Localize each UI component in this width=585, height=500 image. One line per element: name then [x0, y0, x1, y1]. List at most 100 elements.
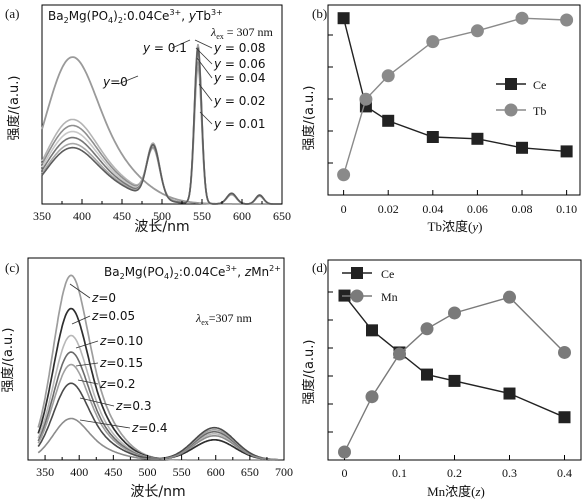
panel-d-x-tick-label: 0.1: [392, 466, 407, 480]
panel-d-ticks: 0 0.1 0.2 0.3 0.4: [328, 291, 572, 480]
panel-a-label-leader: [117, 75, 139, 85]
panel-d-legend: Ce Mn: [342, 267, 398, 304]
panel-d-point-mn: [338, 445, 351, 459]
panel-a-label-leader: [199, 111, 213, 125]
panel-d-point-mn: [420, 322, 434, 336]
panel-d-x-tick-label: 0.3: [502, 466, 517, 480]
panel-d-y-axis-label: 强度/(a.u.): [301, 340, 317, 405]
panel-b-legend: Ce Tb: [496, 78, 546, 118]
panel-a-series-label: y = 0.04: [213, 71, 266, 85]
panel-c-x-tick-label: 550: [173, 465, 191, 479]
panel-d-frame: [327, 259, 582, 461]
panel-d-x-axis-label: Mn浓度(z): [427, 484, 485, 499]
panel-a-series-label: y=0: [102, 75, 128, 89]
panel-d-point-ce: [448, 374, 461, 387]
panel-a-legend-title: Ba2Mg(PO4)2:0.04Ce3+, yTb3+: [48, 8, 223, 25]
panel-c-series-label: z=0.10: [99, 334, 143, 348]
panel-d-point-mn: [393, 347, 406, 361]
panel-c-series-labels: z=0 z=0.05 z=0.10 z=0.15 z=0.2 z=0.3 z=0.4: [69, 283, 167, 435]
panel-a-series-label: y = 0.1: [142, 41, 187, 55]
panel-c-label-leader: [69, 283, 91, 299]
panel-b-series: [337, 11, 574, 182]
panel-b-ticks: 0 0.02 0.04 0.06 0.08 0.10: [328, 34, 577, 216]
panel-b-x-tick-label: 0.02: [378, 202, 399, 216]
panel-d-point-mn: [365, 390, 379, 404]
panel-c-series-label: z=0.2: [99, 377, 135, 391]
panel-c-series-label: z=0: [91, 291, 116, 305]
panel-b-x-tick-label: 0.08: [512, 202, 533, 216]
panel-b-y-axis-label: 强度/(a.u.): [301, 86, 317, 151]
panel-c: (c) 350 400 450 500 550 600 650 700 波长/nm 强度/(a…: [0, 257, 293, 500]
panel-c-curve-4: [37, 363, 284, 461]
panel-b-label: (b): [312, 6, 327, 21]
panel-b-point-ce: [516, 141, 529, 154]
panel-d-legend-mn-marker: [350, 289, 364, 303]
panel-d-point-ce: [421, 368, 433, 381]
panel-c-curve-6: [37, 417, 284, 461]
panel-d-x-tick-label: 0: [342, 466, 348, 480]
panel-c-label-leader: [79, 397, 115, 407]
panel-d-label: (d): [312, 260, 327, 275]
panel-a-x-ticks: 350 400 450 500 550 600 650: [33, 199, 291, 223]
panel-d-point-mn: [448, 306, 461, 320]
svg-text:Ba2Mg(PO4)2:0.04Ce3+, yTb3+: Ba2Mg(PO4)2:0.04Ce3+, yTb3+: [48, 8, 223, 25]
panel-d-x-tick-label: 0.4: [557, 466, 572, 480]
panel-d-series: [338, 289, 571, 459]
svg-text:Ba2Mg(PO4)2:0.04Ce3+, zMn2+: Ba2Mg(PO4)2:0.04Ce3+, zMn2+: [104, 264, 281, 281]
panel-c-curve-3: [37, 351, 284, 461]
panel-c-x-tick-label: 450: [104, 465, 122, 479]
panel-b-legend-tb-marker: [504, 103, 518, 117]
panel-b-x-tick-label: 0.06: [467, 202, 488, 216]
panel-b-point-ce: [382, 114, 395, 127]
panel-d-point-ce: [503, 387, 516, 400]
panel-d-point-ce: [366, 324, 378, 337]
panel-b-point-tb: [470, 24, 484, 38]
panel-d-legend-ce-marker: [351, 267, 363, 279]
panel-c-x-axis-label: 波长/nm: [130, 484, 185, 500]
panel-c-label-leader: [77, 379, 99, 385]
panel-b-point-tb: [359, 92, 373, 106]
panel-a-x-tick-label: 550: [193, 209, 211, 223]
panel-a-series-label: y = 0.01: [213, 117, 266, 131]
panel-c-series-label: z=0.15: [99, 356, 143, 370]
panel-c-y-axis-label: 强度/(a.u.): [0, 328, 16, 393]
panel-d: (d) 0 0.1 0.2 0.3 0.4 Mn浓度(z) 强度/(a.u.) Ce M…: [301, 259, 582, 499]
panel-a-y-axis-label: 强度/(a.u.): [6, 76, 22, 141]
panel-b-x-tick-label: 0.10: [556, 202, 577, 216]
panel-b-point-ce: [337, 12, 350, 25]
panel-a-x-tick-label: 650: [273, 209, 291, 223]
panel-a-x-tick-label: 450: [113, 209, 131, 223]
panel-b-point-tb: [426, 35, 440, 49]
panel-b-x-tick-label: 0.04: [422, 202, 443, 216]
panel-b-point-tb: [381, 69, 395, 83]
panel-b-point-ce: [471, 132, 484, 145]
panel-c-label: (c): [5, 260, 19, 275]
panel-c-label-leader: [79, 419, 131, 429]
panel-b-point-ce: [560, 145, 573, 158]
panel-d-point-ce: [558, 411, 571, 424]
panel-b-point-tb: [560, 13, 574, 27]
panel-b-x-axis-label: Tb浓度(y): [428, 219, 483, 234]
panel-a-label-leader: [194, 39, 213, 49]
panel-b-line-tb: [342, 17, 567, 175]
panel-b: (b) 0 0.02 0.04 0.06 0.08 0.10 Tb浓度(y) 强度/(a.…: [301, 4, 581, 234]
panel-b-legend-tb-label: Tb: [533, 104, 546, 118]
panel-d-legend-ce-label: Ce: [381, 267, 394, 281]
panel-c-series-label: z=0.05: [91, 309, 135, 323]
panel-a: (a) 350 400 450 500 550 600 650 波长/nm 强度/(a.u.…: [5, 4, 291, 235]
panel-a-label-leader: [195, 47, 213, 65]
panel-d-point-mn: [503, 290, 516, 304]
panel-c-x-tick-label: 350: [36, 465, 54, 479]
panel-c-frame: [27, 257, 285, 461]
panel-d-line-mn: [343, 296, 565, 453]
panel-c-x-tick-label: 600: [207, 465, 225, 479]
panel-d-legend-mn-label: Mn: [381, 290, 398, 304]
panel-c-x-tick-label: 500: [138, 465, 156, 479]
panel-c-x-tick-label: 650: [241, 465, 259, 479]
panel-b-legend-ce-label: Ce: [533, 78, 546, 92]
panel-a-label: (a): [5, 6, 19, 21]
panel-b-legend-ce-marker: [505, 78, 517, 90]
panel-c-x-tick-label: 700: [275, 465, 293, 479]
panel-a-series-labels: y=0 y = 0.1 y = 0.08 y = 0.06y = 0.04 y = 0.…: [102, 39, 266, 131]
